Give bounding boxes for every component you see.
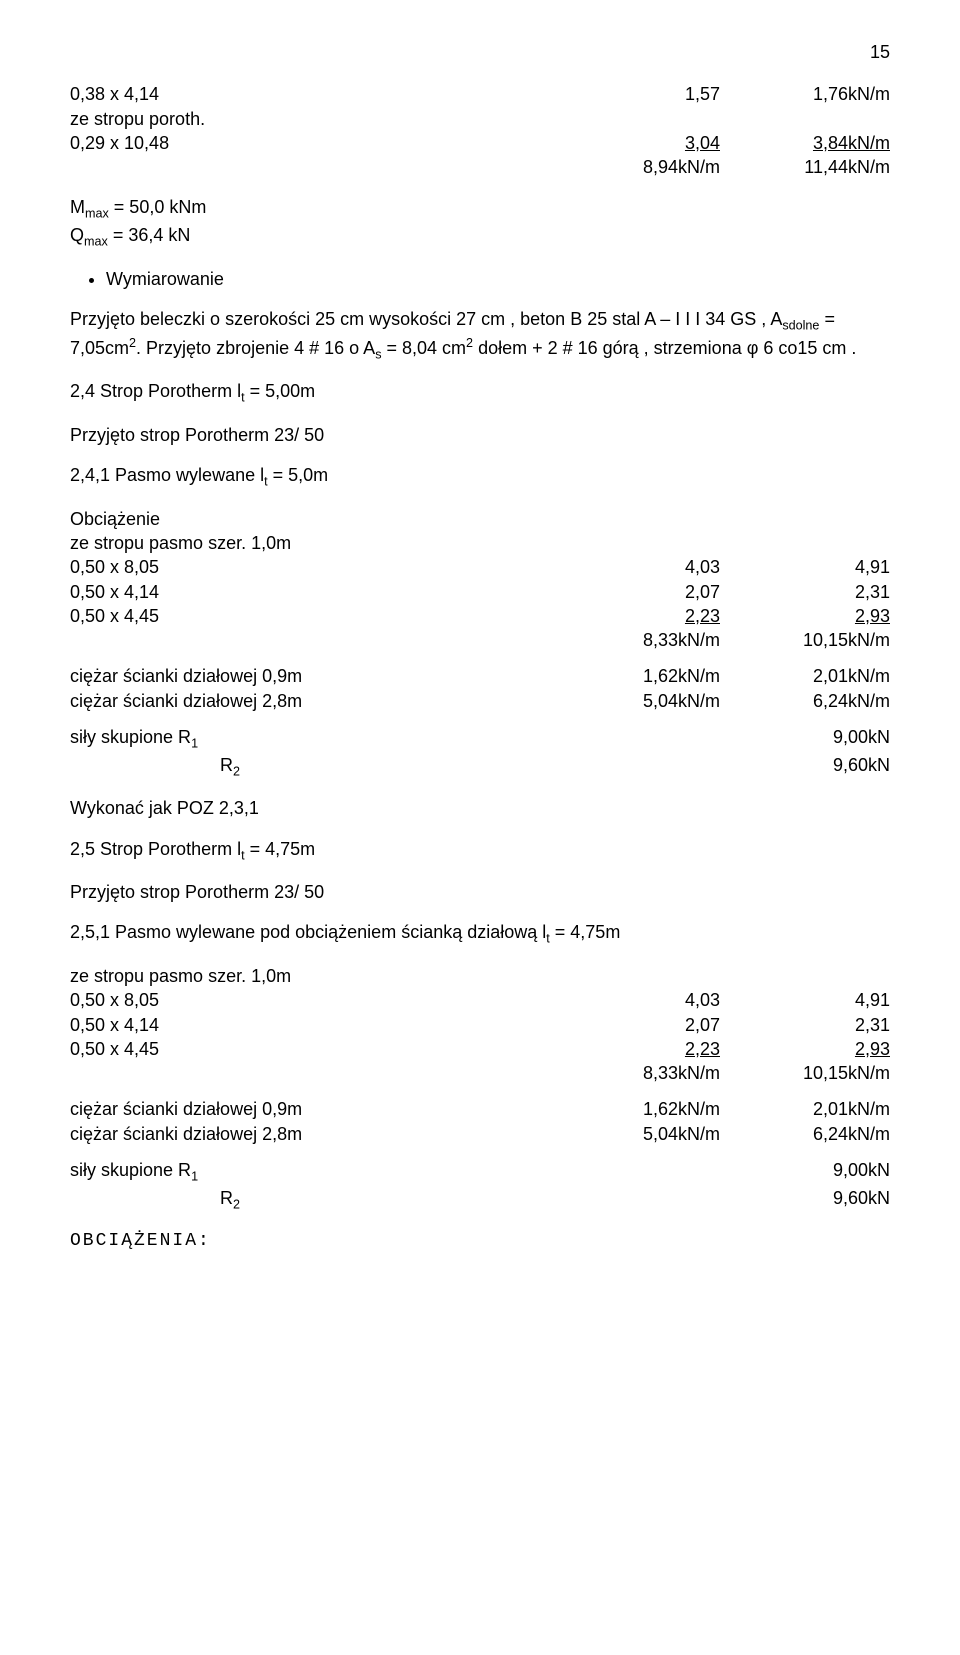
text-line: Wykonać jak POZ 2,3,1 xyxy=(70,796,890,820)
cell xyxy=(570,107,720,131)
cell: 3,84kN/m xyxy=(720,131,890,155)
text-line: Qmax = 36,4 kN xyxy=(70,223,890,251)
cell: 2,93 xyxy=(720,1037,890,1061)
data-row: 0,29 x 10,48 3,04 3,84kN/m xyxy=(70,131,890,155)
data-row: siły skupione R1 9,00kN xyxy=(70,725,890,753)
cell: 2,23 xyxy=(570,1037,720,1061)
cell: 2,01kN/m xyxy=(720,664,890,688)
cell: 8,33kN/m xyxy=(570,628,720,652)
cell: 8,94kN/m xyxy=(570,155,720,179)
cell: 2,07 xyxy=(570,1013,720,1037)
cell: 1,62kN/m xyxy=(570,664,720,688)
text-line: Przyjęto strop Porotherm 23/ 50 xyxy=(70,880,890,904)
bullet-list: Wymiarowanie xyxy=(106,267,890,291)
cell: ze stropu poroth. xyxy=(70,107,570,131)
cell: 0,50 x 4,45 xyxy=(70,1037,570,1061)
cell: R2 xyxy=(70,753,570,781)
cell: 11,44kN/m xyxy=(720,155,890,179)
heading-241: 2,4,1 Pasmo wylewane lt = 5,0m xyxy=(70,463,890,491)
footer-label: OBCIĄŻENIA: xyxy=(70,1229,890,1253)
cell: 4,91 xyxy=(720,555,890,579)
cell: 0,50 x 4,14 xyxy=(70,580,570,604)
heading-25: 2,5 Strop Porotherm lt = 4,75m xyxy=(70,837,890,865)
data-row: 0,50 x 4,14 2,07 2,31 xyxy=(70,580,890,604)
cell: 9,00kN xyxy=(720,1158,890,1186)
cell: 8,33kN/m xyxy=(570,1061,720,1085)
cell: 6,24kN/m xyxy=(720,689,890,713)
cell: 0,50 x 8,05 xyxy=(70,555,570,579)
data-row: 0,50 x 4,45 2,23 2,93 xyxy=(70,1037,890,1061)
text-line: ze stropu pasmo szer. 1,0m xyxy=(70,964,890,988)
text-line: Przyjęto strop Porotherm 23/ 50 xyxy=(70,423,890,447)
data-row: 0,50 x 8,05 4,03 4,91 xyxy=(70,555,890,579)
cell: siły skupione R1 xyxy=(70,725,570,753)
cell: R2 xyxy=(70,1186,570,1214)
cell: 0,29 x 10,48 xyxy=(70,131,570,155)
cell: 2,07 xyxy=(570,580,720,604)
cell: 4,03 xyxy=(570,555,720,579)
cell: 2,93 xyxy=(720,604,890,628)
data-row: ciężar ścianki działowej 2,8m 5,04kN/m 6… xyxy=(70,1122,890,1146)
data-row: ciężar ścianki działowej 0,9m 1,62kN/m 2… xyxy=(70,1097,890,1121)
cell: 5,04kN/m xyxy=(570,689,720,713)
cell: 0,50 x 8,05 xyxy=(70,988,570,1012)
data-row: ze stropu poroth. xyxy=(70,107,890,131)
cell: 0,38 x 4,14 xyxy=(70,82,570,106)
data-row: 8,33kN/m 10,15kN/m xyxy=(70,628,890,652)
data-row: 0,50 x 4,45 2,23 2,93 xyxy=(70,604,890,628)
paragraph: Przyjęto beleczki o szerokości 25 cm wys… xyxy=(70,307,890,363)
data-row: 0,38 x 4,14 1,57 1,76kN/m xyxy=(70,82,890,106)
text-line: Mmax = 50,0 kNm xyxy=(70,195,890,223)
cell: 4,91 xyxy=(720,988,890,1012)
cell: 10,15kN/m xyxy=(720,628,890,652)
cell: 0,50 x 4,14 xyxy=(70,1013,570,1037)
cell: 2,01kN/m xyxy=(720,1097,890,1121)
cell: 0,50 x 4,45 xyxy=(70,604,570,628)
heading-251: 2,5,1 Pasmo wylewane pod obciążeniem ści… xyxy=(70,920,890,948)
text-line: ze stropu pasmo szer. 1,0m xyxy=(70,531,890,555)
bullet-item: Wymiarowanie xyxy=(106,267,890,291)
cell xyxy=(720,107,890,131)
data-row: R2 9,60kN xyxy=(70,753,890,781)
cell: 4,03 xyxy=(570,988,720,1012)
cell: 9,60kN xyxy=(720,1186,890,1214)
data-row: 0,50 x 4,14 2,07 2,31 xyxy=(70,1013,890,1037)
cell: 1,62kN/m xyxy=(570,1097,720,1121)
moments-block: Mmax = 50,0 kNm Qmax = 36,4 kN xyxy=(70,195,890,250)
data-row: R2 9,60kN xyxy=(70,1186,890,1214)
data-row: 0,50 x 8,05 4,03 4,91 xyxy=(70,988,890,1012)
data-row: 8,94kN/m 11,44kN/m xyxy=(70,155,890,179)
cell: 5,04kN/m xyxy=(570,1122,720,1146)
cell: ciężar ścianki działowej 0,9m xyxy=(70,1097,570,1121)
data-row: 8,33kN/m 10,15kN/m xyxy=(70,1061,890,1085)
cell: 3,04 xyxy=(570,131,720,155)
text-line: Obciążenie xyxy=(70,507,890,531)
data-row: ciężar ścianki działowej 0,9m 1,62kN/m 2… xyxy=(70,664,890,688)
cell: 9,00kN xyxy=(720,725,890,753)
page-number: 15 xyxy=(70,40,890,64)
cell: ciężar ścianki działowej 0,9m xyxy=(70,664,570,688)
cell: 2,31 xyxy=(720,1013,890,1037)
cell: 10,15kN/m xyxy=(720,1061,890,1085)
cell: 2,31 xyxy=(720,580,890,604)
cell: ciężar ścianki działowej 2,8m xyxy=(70,1122,570,1146)
cell: 2,23 xyxy=(570,604,720,628)
data-row: ciężar ścianki działowej 2,8m 5,04kN/m 6… xyxy=(70,689,890,713)
cell: siły skupione R1 xyxy=(70,1158,570,1186)
heading-24: 2,4 Strop Porotherm lt = 5,00m xyxy=(70,379,890,407)
cell: 1,76kN/m xyxy=(720,82,890,106)
cell: ciężar ścianki działowej 2,8m xyxy=(70,689,570,713)
cell: 1,57 xyxy=(570,82,720,106)
cell: 6,24kN/m xyxy=(720,1122,890,1146)
cell: 9,60kN xyxy=(720,753,890,781)
data-row: siły skupione R1 9,00kN xyxy=(70,1158,890,1186)
